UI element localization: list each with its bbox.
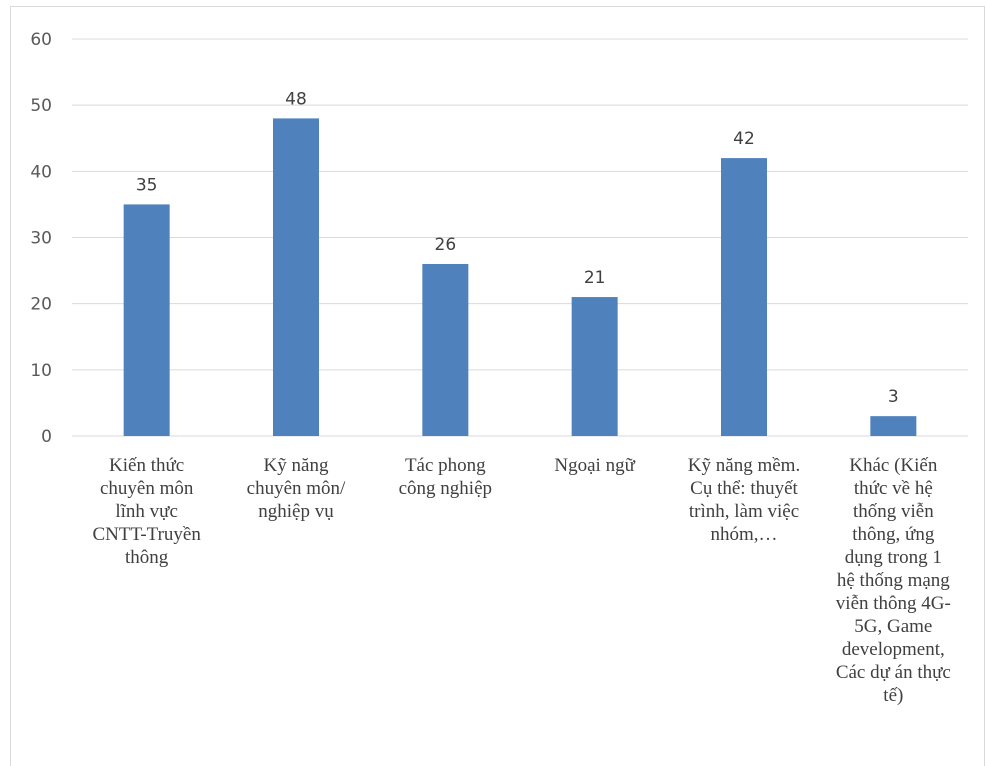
category-label-line: viễn thông 4G-	[835, 593, 951, 614]
category-label-line: Ngoại ngữ	[554, 455, 635, 476]
y-tick-label: 0	[41, 427, 52, 447]
y-axis-ticks: 0 10 20 30 40 50 60	[30, 30, 52, 447]
category-label-line: Khác (Kiến	[849, 455, 938, 476]
category-label-line: chuyên môn/	[246, 478, 346, 499]
category-label-line: thống viễn	[852, 501, 934, 522]
bar-4	[721, 158, 767, 436]
category-label-3: Ngoại ngữ	[525, 454, 665, 477]
category-label-0: Kiến thức chuyên môn lĩnh vực CNTT-Truyền th…	[77, 454, 217, 569]
bars	[123, 118, 917, 437]
category-label-line: công nghiệp	[398, 478, 493, 499]
category-label-line: thức về hệ	[853, 478, 933, 499]
y-tick-label: 20	[30, 295, 52, 315]
bar-5	[870, 416, 917, 436]
category-label-line: Các dự án thực	[835, 662, 951, 683]
bar-0	[123, 204, 170, 436]
category-label-line: 5G, Game	[854, 616, 933, 637]
category-label-line: development,	[841, 639, 945, 660]
category-label-line: nhóm,…	[710, 524, 778, 545]
category-label-line: Cụ thể: thuyết	[690, 478, 798, 499]
category-label-5: Khác (Kiến thức về hệ thống viễn thông, ứng…	[823, 454, 963, 707]
category-label-line: thông, ứng	[852, 524, 935, 545]
data-labels: 35 48 26 21 42 3	[136, 89, 899, 407]
category-label-line: thông	[125, 547, 169, 568]
bar-2	[422, 263, 469, 436]
gridlines	[72, 38, 968, 437]
category-label-line: trình, làm việc	[688, 501, 800, 522]
data-label-0: 35	[136, 175, 158, 195]
category-label-line: hệ thống mạng	[836, 570, 950, 591]
category-label-line: Kỹ năng mềm.	[687, 455, 801, 476]
category-label-line: dụng trong 1	[844, 547, 942, 568]
category-label-2: Tác phong công nghiệp	[375, 454, 515, 500]
y-tick-label: 50	[30, 96, 52, 116]
y-tick-label: 10	[30, 361, 52, 381]
category-label-line: Kiến thức	[109, 455, 185, 476]
category-label-line: tế)	[883, 685, 904, 706]
category-label-line: chuyên môn	[99, 478, 194, 499]
y-tick-label: 60	[30, 30, 52, 50]
data-label-1: 48	[285, 89, 307, 109]
data-label-4: 42	[733, 129, 755, 149]
category-label-line: nghiệp vụ	[258, 501, 334, 522]
y-tick-label: 30	[30, 229, 52, 249]
category-label-line: Kỹ năng	[263, 455, 329, 476]
bar-1	[273, 118, 319, 437]
data-label-2: 26	[435, 235, 457, 255]
data-label-5: 3	[888, 387, 899, 407]
category-label-1: Kỹ năng chuyên môn/nghiệp vụ	[226, 454, 366, 523]
category-label-line: lĩnh vực	[115, 501, 178, 522]
category-label-line: CNTT-Truyền	[92, 524, 201, 545]
chart-frame	[10, 6, 985, 766]
bar-3	[571, 297, 618, 436]
data-label-3: 21	[584, 268, 606, 288]
category-label-4: Kỹ năng mềm. Cụ thể: thuyết trình, làm việ…	[674, 454, 814, 546]
category-label-line: Tác phong	[404, 455, 486, 476]
y-tick-label: 40	[30, 162, 52, 182]
